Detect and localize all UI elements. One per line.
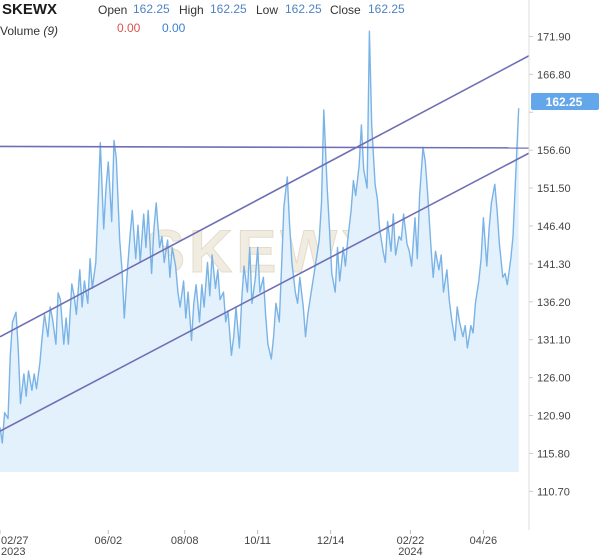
last-price-tag-label: 162.25	[546, 95, 583, 109]
y-tick-label: 151.50	[537, 183, 571, 195]
x-tick-year-label: 2023	[1, 546, 25, 557]
y-tick-label: 115.80	[537, 448, 570, 460]
low-value: 162.25	[285, 2, 322, 16]
x-tick-label: 06/02	[95, 535, 123, 547]
volume-label: Volume (9)	[0, 24, 58, 38]
y-tick-label: 110.70	[537, 486, 570, 498]
x-tick-label: 12/14	[317, 535, 345, 547]
high-label: High	[179, 3, 204, 17]
y-tick-label: 126.00	[537, 373, 571, 385]
volume-value-blue: 0.00	[162, 21, 186, 35]
trendline-lower-channel[interactable]	[0, 152, 530, 432]
x-tick-label: 02/27	[1, 535, 29, 547]
y-tick-label: 141.30	[537, 259, 571, 271]
x-tick-label: 04/26	[470, 535, 498, 547]
high-value: 162.25	[210, 2, 247, 16]
volume-period: (9)	[43, 24, 58, 38]
price-area-fill	[0, 31, 519, 472]
volume-value-red: 0.00	[117, 21, 141, 35]
y-tick-label: 146.40	[537, 221, 571, 233]
trendline-horizontal-resistance[interactable]	[0, 145, 530, 149]
y-tick-label: 120.90	[537, 411, 571, 423]
close-label: Close	[330, 3, 361, 17]
close-value: 162.25	[368, 2, 405, 16]
volume-label-text: Volume	[0, 24, 40, 38]
y-tick-label: 171.90	[537, 31, 571, 43]
open-label: Open	[98, 3, 127, 17]
low-label: Low	[256, 3, 278, 17]
y-axis: 171.90 166.80 156.60 151.50 146.40 141.30 136.…	[529, 31, 571, 498]
y-tick-label: 136.20	[537, 297, 571, 309]
y-tick-label: 131.10	[537, 335, 571, 347]
last-price-tag-background	[531, 93, 599, 110]
y-tick-label: 166.80	[537, 69, 571, 81]
y-tick-label: 156.60	[537, 145, 571, 157]
x-tick-year-label: 2024	[398, 546, 422, 557]
symbol-title: SKEWX	[2, 1, 57, 18]
last-price-tag: 162.25	[531, 93, 599, 110]
x-tick-label: 02/22	[397, 535, 425, 547]
trendline-layer	[0, 55, 530, 432]
price-line[interactable]	[0, 30, 520, 444]
x-tick-label: 10/11	[244, 535, 271, 547]
trendline-upper-channel[interactable]	[0, 55, 530, 338]
header: SKEWX Open 162.25 High 162.25 Low 162.25…	[0, 1, 405, 38]
x-tick-label: 08/08	[171, 535, 199, 547]
open-value: 162.25	[133, 2, 170, 16]
